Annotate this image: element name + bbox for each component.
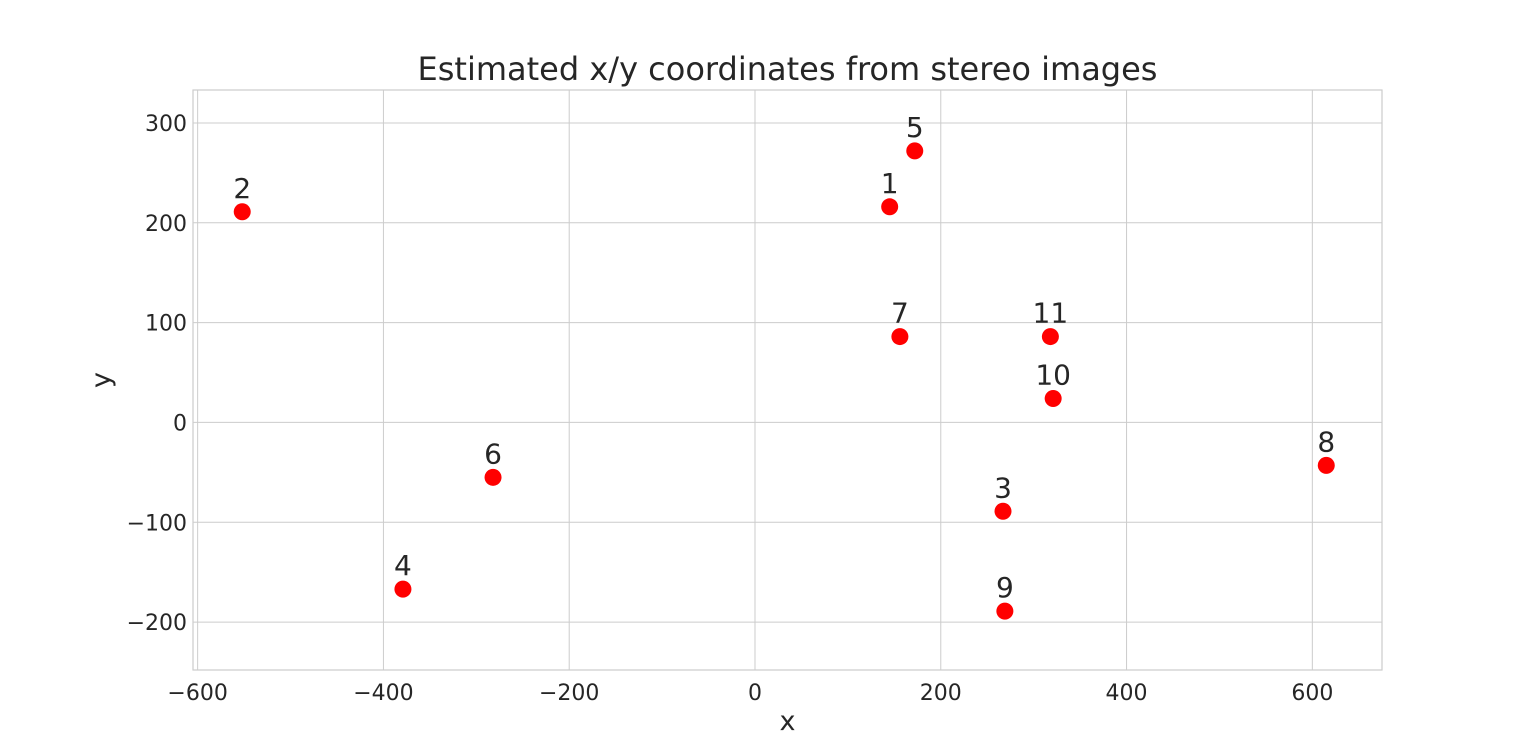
y-tick-label: 300 xyxy=(145,112,187,137)
scatter-point xyxy=(1044,389,1062,407)
scatter-point xyxy=(1317,456,1335,474)
scatter-point xyxy=(906,142,924,160)
scatter-point xyxy=(881,198,899,216)
y-axis-label: y xyxy=(86,372,117,388)
plot-frame xyxy=(192,89,1383,671)
y-tick-label: 100 xyxy=(145,312,187,337)
x-tick-label: −200 xyxy=(539,681,599,706)
x-tick-label: 400 xyxy=(1106,681,1148,706)
point-label: 1 xyxy=(881,167,899,200)
point-label: 7 xyxy=(891,297,909,330)
point-label: 8 xyxy=(1317,425,1335,458)
point-label: 6 xyxy=(484,437,502,470)
point-label: 3 xyxy=(994,471,1012,504)
x-tick-label: 200 xyxy=(920,681,962,706)
scatter-point xyxy=(233,203,251,221)
x-tick-label: −400 xyxy=(353,681,413,706)
y-tick-label: 0 xyxy=(173,411,187,436)
chart-title: Estimated x/y coordinates from stereo im… xyxy=(418,50,1158,88)
x-axis-label: x xyxy=(780,706,796,737)
point-label: 10 xyxy=(1035,358,1071,391)
point-label: 4 xyxy=(394,549,412,582)
point-label: 2 xyxy=(233,172,251,205)
y-tick-label: −200 xyxy=(127,611,187,636)
grid xyxy=(193,90,1382,670)
scatter-point xyxy=(996,602,1014,620)
point-label: 11 xyxy=(1033,297,1069,330)
tick-labels: −600 −400 −200 0 200 400 600 −200 −100 0 100 200 300 xyxy=(127,112,1334,706)
scatter-point xyxy=(484,468,502,486)
scatter-point xyxy=(394,580,412,598)
point-label: 5 xyxy=(906,111,924,144)
scatter-point xyxy=(891,328,909,346)
scatter-point xyxy=(1041,328,1059,346)
y-tick-label: −100 xyxy=(127,511,187,536)
x-tick-label: 0 xyxy=(748,681,762,706)
data-points: 1 2 3 4 5 6 7 8 9 10 11 xyxy=(233,111,1335,620)
x-tick-label: 600 xyxy=(1291,681,1333,706)
point-label: 9 xyxy=(996,571,1014,604)
scatter-point xyxy=(994,502,1012,520)
x-tick-label: −600 xyxy=(167,681,227,706)
y-tick-label: 200 xyxy=(145,212,187,237)
